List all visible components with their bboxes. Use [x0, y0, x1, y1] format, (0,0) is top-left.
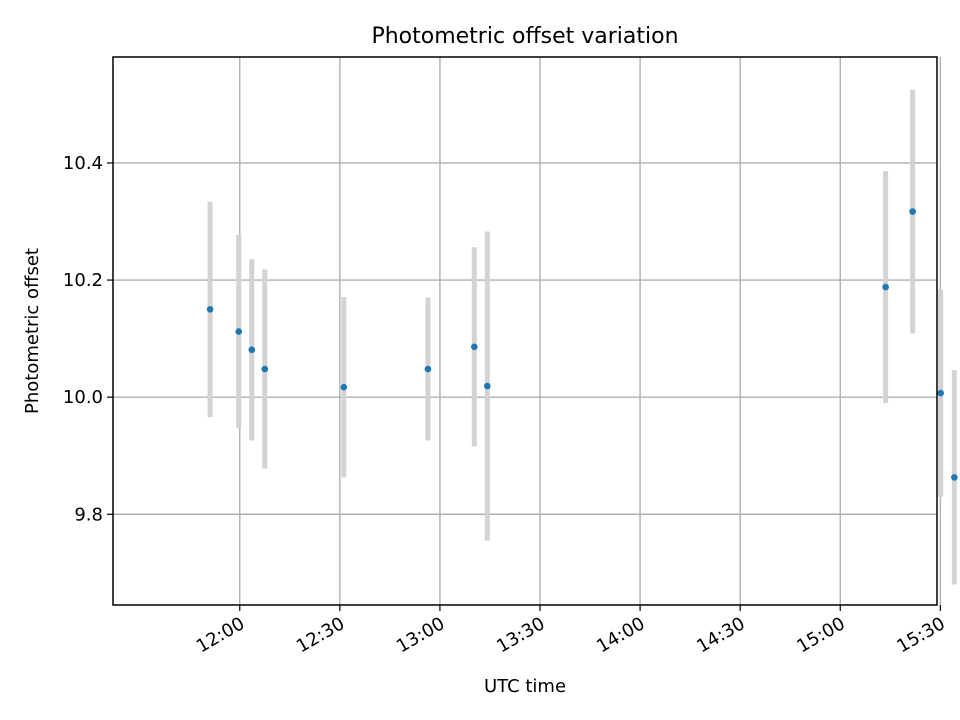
data-point: [261, 365, 269, 373]
data-point: [248, 346, 256, 354]
y-axis-ticks: 9.8 10.0 10.2 10.4: [63, 153, 113, 525]
data-point: [909, 208, 916, 215]
x-axis-label: UTC time: [484, 676, 566, 697]
data-point: [470, 343, 478, 351]
plot-frame: [112, 56, 938, 606]
point-layer: [206, 208, 958, 481]
data-point: [937, 389, 944, 397]
data-point: [340, 383, 348, 391]
data-point: [424, 365, 432, 373]
data-point: [484, 382, 491, 390]
chart-title: Photometric offset variation: [371, 24, 678, 49]
data-point: [235, 328, 243, 335]
y-axis-label: Photometric offset: [22, 248, 43, 414]
y-tick-label: 10.2: [63, 270, 103, 291]
y-tick-label: 10.0: [63, 387, 103, 408]
data-point: [951, 474, 958, 481]
y-tick-label: 9.8: [74, 504, 103, 525]
data-point: [882, 283, 889, 291]
data-point: [206, 306, 214, 313]
y-tick-label: 10.4: [63, 153, 103, 174]
